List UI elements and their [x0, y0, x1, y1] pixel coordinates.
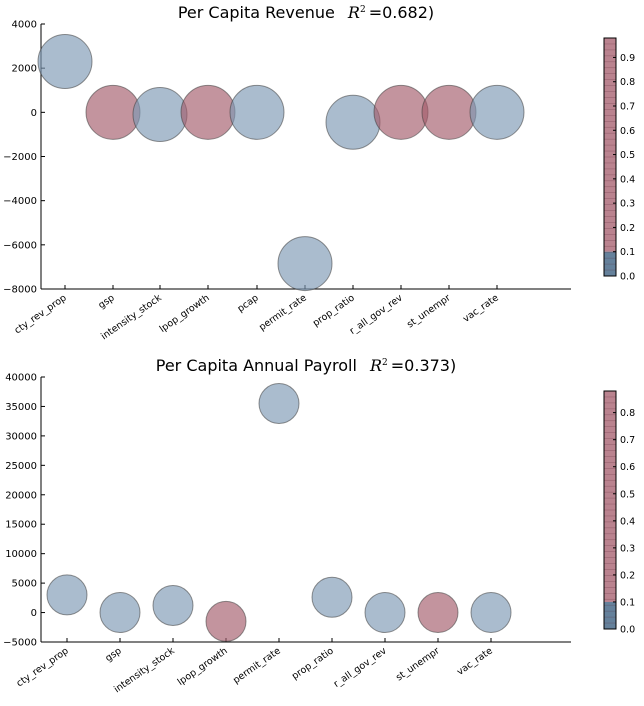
x-tick-label: lpop_growth: [176, 645, 230, 687]
r2-value: =0.373: [391, 356, 450, 375]
x-tick-label: cty_rev_prop: [13, 292, 69, 336]
colorbar-frame: [603, 37, 617, 277]
x-tick-label: r_all_gov_rev: [332, 645, 389, 690]
x-tick-label: st_unempr: [405, 292, 453, 330]
data-marks: [37, 34, 525, 292]
y-tick-label: 10000: [5, 549, 37, 560]
colorbar-tick-label: 0.5: [620, 489, 635, 500]
y-tick-label: 35000: [5, 402, 37, 413]
data-point-intensity_stock: [132, 87, 188, 143]
colorbar-tick-label: 0.0: [620, 272, 635, 283]
data-point-st_unempr: [421, 84, 477, 140]
colorbar: 0.0 0.1 0.2 0.3 0.4 0.5 0.6 0.7 0.8: [603, 390, 635, 636]
y-tick-label: 25000: [5, 461, 37, 472]
title-text: Per Capita Annual Payroll: [156, 356, 357, 375]
data-marks: [46, 383, 512, 642]
colorbar-tick-label: 0.7: [620, 435, 635, 446]
x-tick-label: gsp: [103, 645, 123, 664]
colorbar-tick-label: 0.6: [620, 126, 635, 137]
colorbar-tick-label: 0.3: [620, 543, 635, 554]
data-point-r_all_gov_rev: [373, 84, 429, 140]
x-tick-label: gsp: [96, 292, 116, 311]
data-point-vac_rate: [470, 592, 512, 634]
y-tick-label: 4000: [12, 20, 37, 31]
y-tick-label: 40000: [5, 373, 37, 384]
data-point-cty_rev_prop: [37, 34, 93, 90]
colorbar-tick-label: 0.3: [620, 199, 635, 210]
colorbar-tick-label: 0.5: [620, 150, 635, 161]
colorbar-tick-label: 0.2: [620, 570, 635, 581]
title-close-paren: ): [450, 356, 456, 375]
y-tick-label: 2000: [12, 64, 37, 75]
colorbar-tick-label: 0.7: [620, 102, 635, 113]
colorbar-tick-label: 0.9: [620, 53, 635, 64]
colorbar: 0.0 0.1 0.2 0.3 0.4 0.5 0.6 0.7 0.8 0.9: [603, 37, 635, 283]
colorbar-tick-label: 0.0: [620, 625, 635, 636]
x-tick-label: permit_rate: [257, 292, 309, 333]
r2-symbol: R: [369, 356, 382, 375]
data-point-prop_ratio: [325, 94, 381, 150]
y-tick-label: 5000: [12, 579, 37, 590]
x-tick-label: lpop_growth: [158, 292, 212, 334]
data-point-pcap: [229, 84, 285, 140]
y-tick-label: −8000: [3, 285, 37, 296]
revenue-chart: Per Capita Revenue R2 =0.682) 4000 2000 0 −2…: [3, 3, 635, 342]
colorbar-tick-label: 0.4: [620, 174, 635, 185]
x-tick-label: cty_rev_prop: [15, 645, 71, 689]
data-point-prop_ratio: [311, 576, 353, 618]
colorbar-tick-label: 0.1: [620, 247, 635, 258]
colorbar-frame: [603, 390, 617, 630]
data-point-st_unempr: [417, 592, 459, 634]
colorbar-blue-band: [604, 251, 616, 276]
r2-symbol: R: [347, 3, 360, 22]
x-tick-label: permit_rate: [231, 645, 283, 686]
data-point-permit_rate: [258, 383, 300, 424]
x-tick-label: prop_ratio: [290, 645, 336, 682]
y-tick-label: −2000: [3, 152, 37, 163]
y-tick-label: 0: [31, 608, 37, 619]
y-tick-label: 0: [31, 108, 37, 119]
x-tick-label: pcap: [235, 292, 260, 314]
r2-superscript: 2: [360, 5, 366, 15]
y-tick-label: 15000: [5, 520, 37, 531]
data-point-gsp: [85, 84, 141, 140]
colorbar-tick-label: 0.6: [620, 462, 635, 473]
data-point-intensity_stock: [152, 584, 194, 626]
payroll-chart: Per Capita Annual Payroll R2 =0.373) 4000…: [3, 356, 635, 695]
data-point-lpop_growth: [180, 84, 236, 140]
colorbar-red-band: [604, 391, 616, 602]
data-point-permit_rate: [277, 236, 333, 292]
x-tick-label: r_all_gov_rev: [348, 292, 405, 337]
r2-superscript: 2: [382, 358, 388, 368]
y-tick-label: 20000: [5, 490, 37, 501]
data-point-gsp: [99, 592, 141, 634]
data-point-r_all_gov_rev: [364, 592, 406, 634]
y-tick-label: −4000: [3, 196, 37, 207]
colorbar-tick-label: 0.8: [620, 408, 635, 419]
title-text: Per Capita Revenue: [178, 3, 335, 22]
data-point-lpop_growth: [205, 600, 247, 642]
colorbar-tick-label: 0.2: [620, 223, 635, 234]
chart-title: Per Capita Revenue R2 =0.682): [178, 3, 434, 22]
colorbar-tick-label: 0.4: [620, 516, 635, 527]
colorbar-blue-band: [604, 601, 616, 629]
colorbar-tick-label: 0.1: [620, 597, 635, 608]
colorbar-tick-label: 0.8: [620, 77, 635, 88]
x-tick-label: vac_rate: [461, 292, 501, 324]
y-tick-label: −6000: [3, 240, 37, 251]
title-close-paren: ): [428, 3, 434, 22]
data-point-cty_rev_prop: [46, 574, 88, 616]
x-tick-label: vac_rate: [455, 645, 495, 677]
y-tick-label: 30000: [5, 431, 37, 442]
x-tick-label: st_unempr: [394, 645, 442, 683]
data-point-vac_rate: [469, 84, 525, 140]
colorbar-red-band: [604, 38, 616, 252]
x-tick-label: prop_ratio: [311, 292, 357, 329]
r2-value: =0.682: [369, 3, 428, 22]
y-tick-label: −5000: [3, 638, 37, 649]
chart-title: Per Capita Annual Payroll R2 =0.373): [156, 356, 456, 375]
